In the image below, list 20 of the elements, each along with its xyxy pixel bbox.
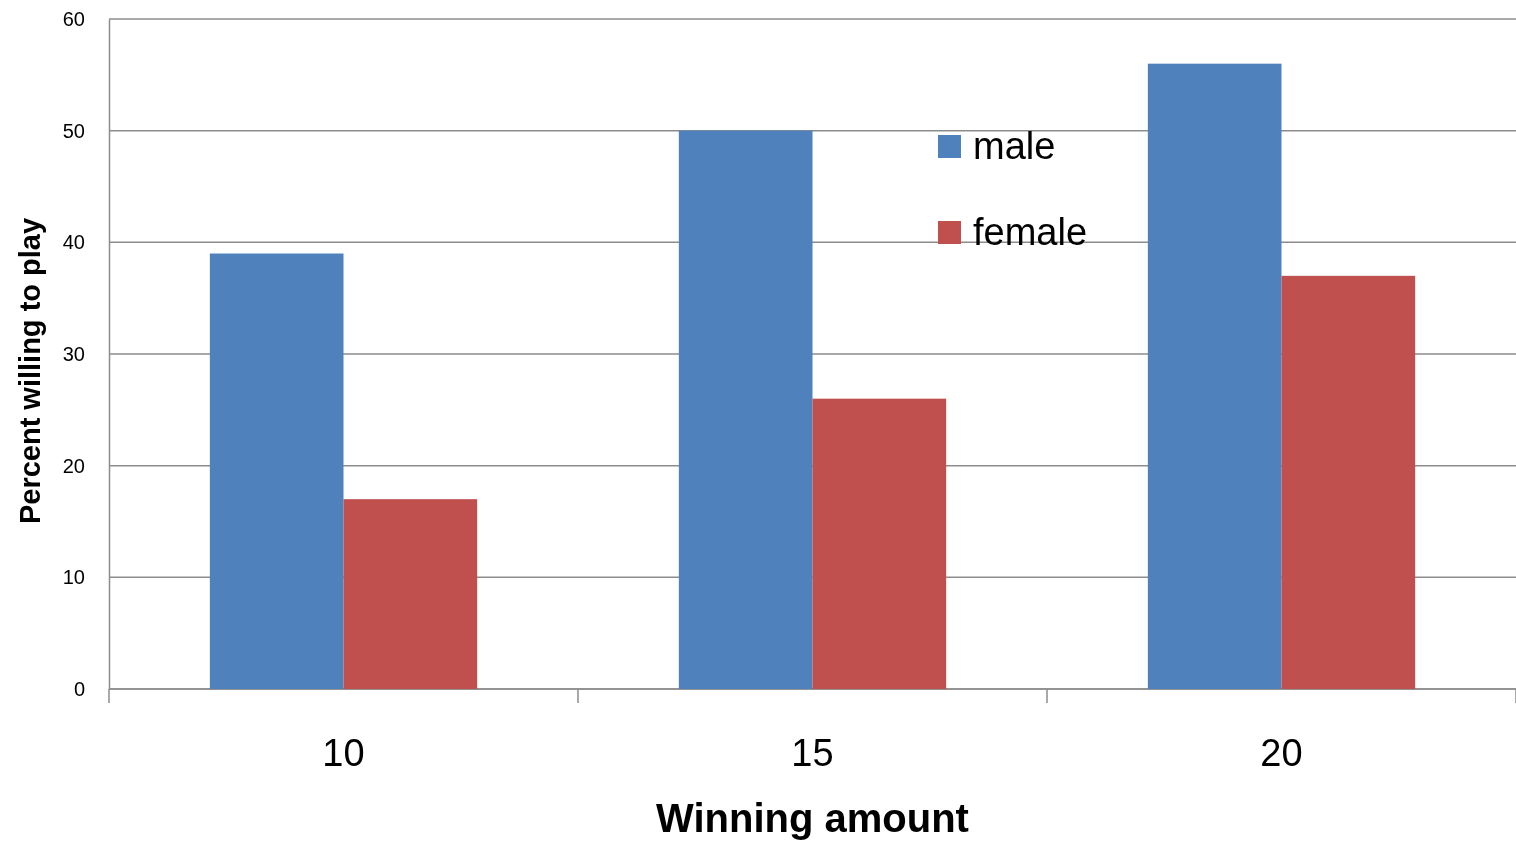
y-tick-label: 60 xyxy=(62,7,85,30)
x-tick-label: 15 xyxy=(791,732,834,774)
y-axis-title: Percent willing to play xyxy=(14,217,46,525)
y-tick-label: 30 xyxy=(62,342,85,365)
bar xyxy=(209,253,344,689)
y-tick-label: 20 xyxy=(62,454,85,477)
bar xyxy=(1281,275,1416,689)
y-tick-label: 50 xyxy=(62,119,85,142)
x-axis-title: Winning amount xyxy=(656,796,969,840)
bar xyxy=(1147,63,1282,689)
y-tick-label: 0 xyxy=(73,677,85,700)
legend-label: male xyxy=(973,125,1056,167)
bar xyxy=(812,398,947,689)
legend-label: female xyxy=(973,211,1088,253)
y-tick-label: 10 xyxy=(62,566,85,589)
bar xyxy=(678,130,813,689)
x-tick-label: 20 xyxy=(1260,732,1303,774)
bar xyxy=(343,499,478,689)
x-tick-label: 10 xyxy=(322,732,365,774)
y-tick-label: 40 xyxy=(62,231,85,254)
